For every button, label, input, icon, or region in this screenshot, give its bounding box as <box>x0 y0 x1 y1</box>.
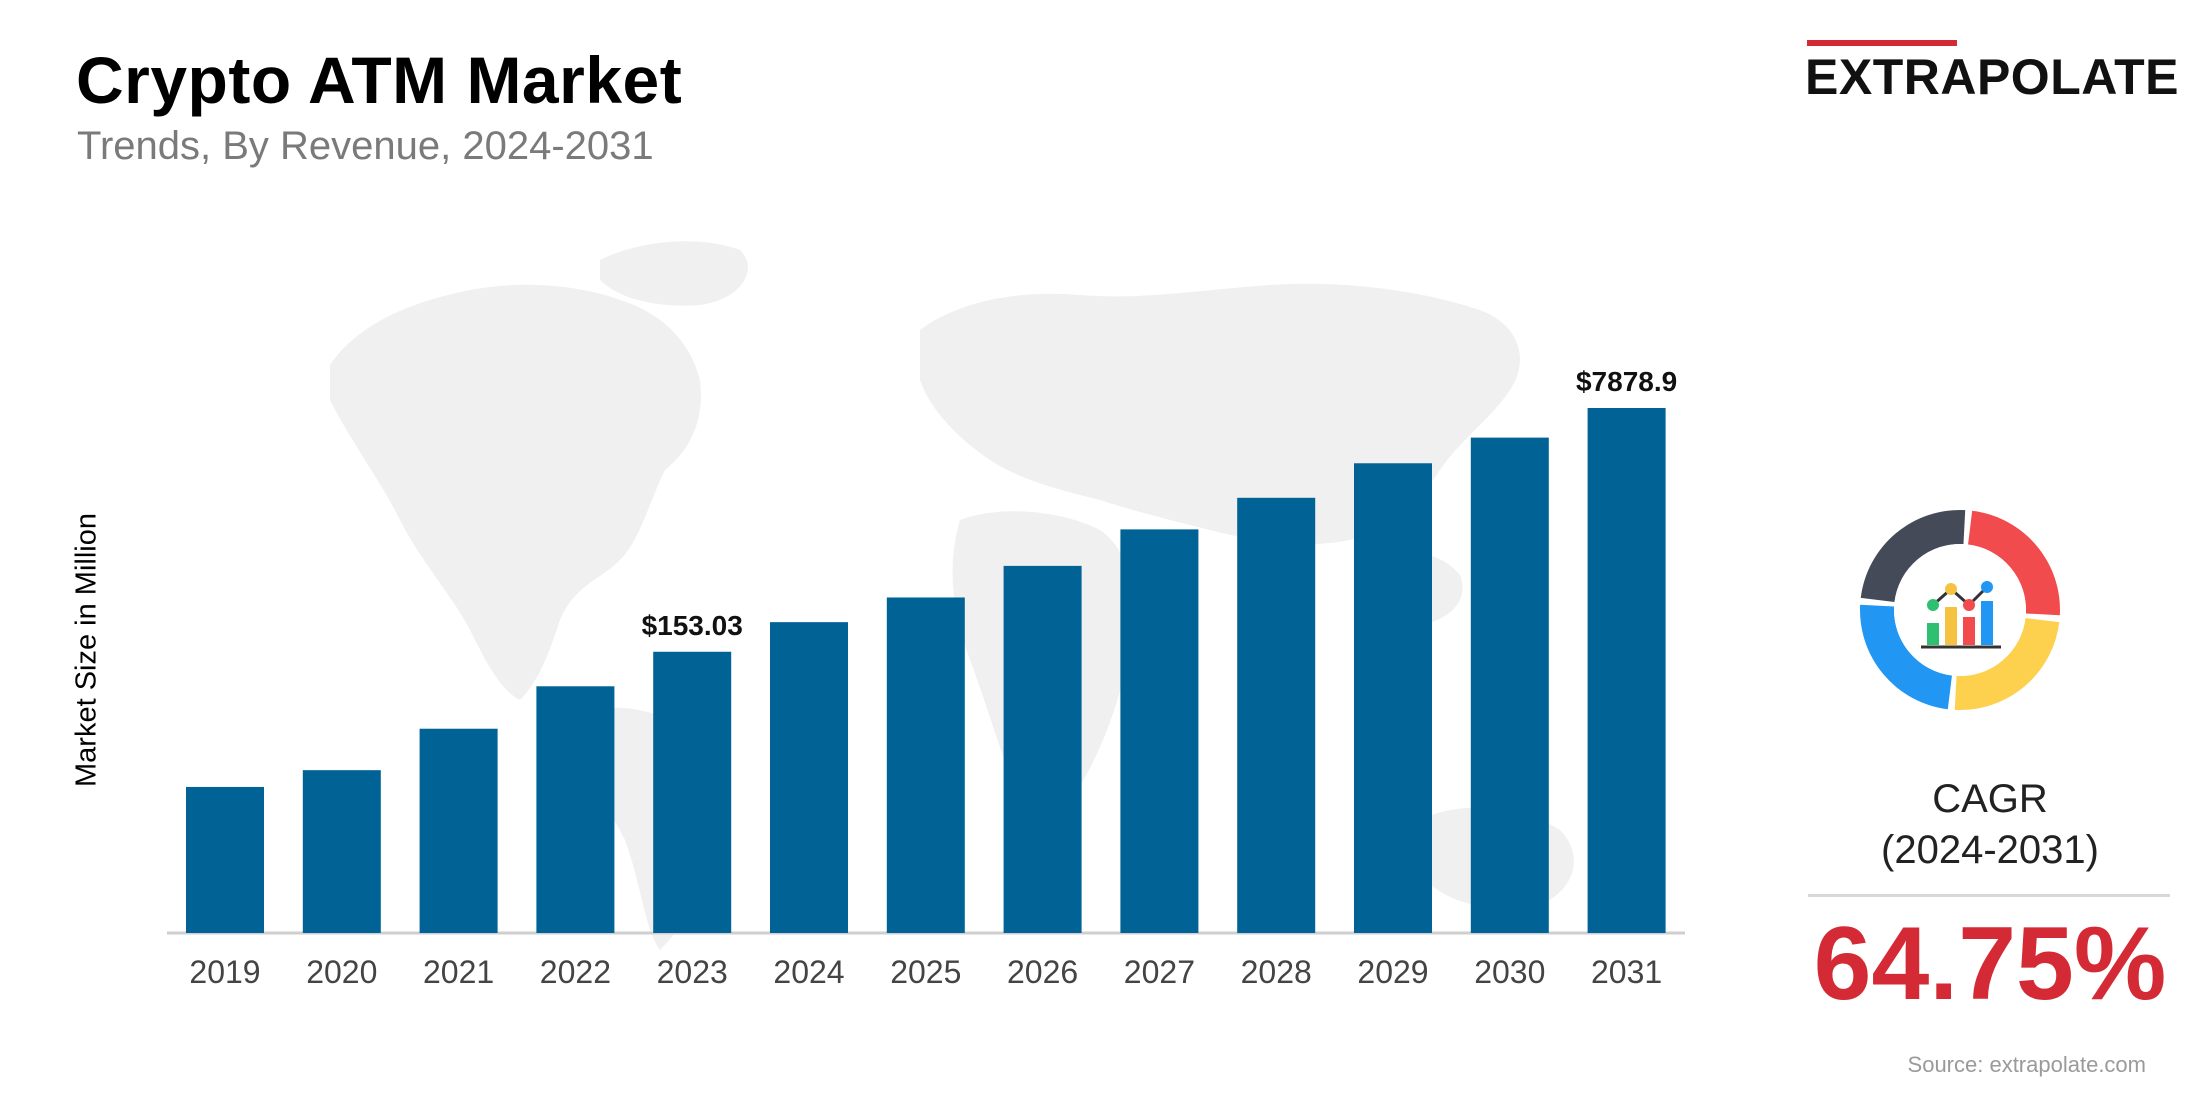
data-label-2023: $153.03 <box>642 610 743 641</box>
x-tick-label: 2019 <box>189 954 260 990</box>
cagr-value: 64.75% <box>1813 906 2167 1022</box>
data-labels-group: $153.03 $7878.9 <box>642 366 1678 641</box>
donut-ring <box>1860 510 2060 710</box>
x-tick-label: 2024 <box>773 954 844 990</box>
x-tick-label: 2030 <box>1474 954 1545 990</box>
cagr-divider <box>1808 894 2170 897</box>
mini-bar-yellow <box>1945 607 1957 645</box>
data-label-2031: $7878.9 <box>1576 366 1677 397</box>
bar-2029 <box>1354 463 1432 933</box>
bar-2027 <box>1120 529 1199 933</box>
analytics-donut-icon <box>1860 510 2060 710</box>
bar-2030 <box>1470 437 1549 933</box>
x-tick-label: 2029 <box>1357 954 1428 990</box>
logo-accent-bar <box>1807 40 1957 46</box>
x-tick-label: 2027 <box>1124 954 1195 990</box>
cagr-period-label: (2024-2031) <box>1881 828 2099 872</box>
trend-line <box>1932 585 1989 608</box>
donut-segment-red <box>1968 510 2060 616</box>
page-title: Crypto ATM Market <box>76 43 683 117</box>
source-credit: Source: extrapolate.com <box>1907 1052 2146 1077</box>
x-tick-label: 2025 <box>890 954 961 990</box>
x-tick-label: 2020 <box>306 954 377 990</box>
bar-2028 <box>1237 497 1316 933</box>
donut-segment-yellow <box>1954 618 2060 710</box>
x-tick-label: 2028 <box>1241 954 1312 990</box>
mini-bar-green <box>1927 623 1939 645</box>
brand-logo: EXTRAPOLATE <box>1805 40 2179 105</box>
mini-bar-blue <box>1981 601 1993 645</box>
bar-2024 <box>770 622 848 933</box>
bar-2021 <box>419 728 498 933</box>
x-tick-label: 2031 <box>1591 954 1662 990</box>
bar-2023 <box>653 651 732 933</box>
bar-2025 <box>886 597 965 933</box>
bar-2022 <box>536 686 615 933</box>
mini-bar-red <box>1963 617 1975 645</box>
donut-segment-dark <box>1860 510 1966 602</box>
x-tick-labels-group: 2019 2020 2021 2022 2023 2024 2025 2026 2027 2028… <box>189 954 1662 990</box>
x-tick-label: 2022 <box>540 954 611 990</box>
page-subtitle: Trends, By Revenue, 2024-2031 <box>77 124 654 168</box>
bar-2019 <box>186 786 264 933</box>
x-tick-label: 2021 <box>423 954 494 990</box>
cagr-label: CAGR <box>1932 777 2048 821</box>
logo-text: EXTRAPOLATE <box>1805 49 2180 105</box>
donut-segment-blue <box>1860 604 1952 710</box>
bars-group <box>186 408 1666 933</box>
bar-chart: $153.03$7878.9 2019 2020 2021 2022 2023 2024 2… <box>167 241 1685 990</box>
bar-2031 <box>1587 408 1666 933</box>
x-tick-label: 2026 <box>1007 954 1078 990</box>
x-tick-label: 2023 <box>657 954 728 990</box>
bar-2020 <box>302 770 381 933</box>
bar-2026 <box>1003 565 1082 933</box>
